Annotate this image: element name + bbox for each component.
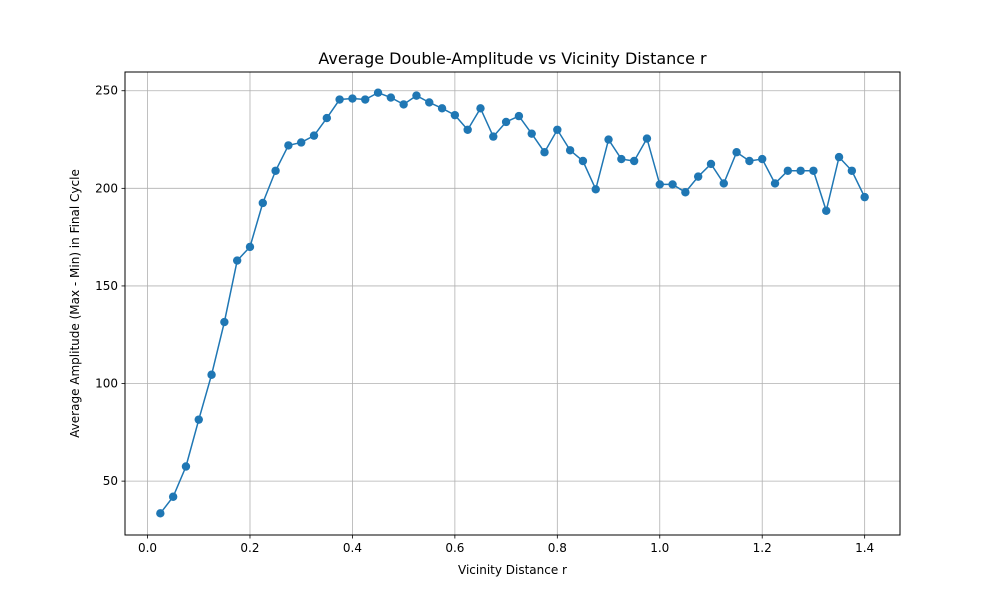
data-point (168, 492, 178, 501)
data-point (553, 125, 562, 134)
data-point (425, 98, 434, 107)
data-point (642, 134, 652, 143)
data-point (207, 370, 216, 379)
data-point (450, 110, 460, 120)
y-tick-label: 200 (95, 181, 118, 195)
data-point (309, 131, 319, 140)
y-tick-label: 250 (95, 84, 118, 98)
chart-title: Average Double-Amplitude vs Vicinity Dis… (318, 49, 707, 68)
data-point (693, 172, 703, 181)
data-point (860, 192, 869, 202)
data-point (361, 95, 370, 104)
data-point (668, 180, 677, 189)
x-tick-label: 0.2 (240, 541, 259, 555)
data-point (732, 148, 741, 157)
data-point (489, 132, 498, 141)
data-point (476, 104, 485, 113)
data-point (514, 111, 524, 121)
x-tick-label: 0.4 (343, 541, 362, 555)
data-point (232, 256, 242, 265)
y-tick-label: 50 (103, 474, 118, 488)
x-tick-label: 1.2 (753, 541, 772, 555)
data-point (834, 152, 844, 162)
data-point (719, 179, 728, 188)
data-point (527, 129, 536, 138)
data-point (629, 156, 639, 166)
data-point (565, 146, 575, 155)
y-tick-label: 100 (95, 377, 118, 391)
data-point (681, 188, 690, 197)
data-point (156, 509, 165, 518)
data-point (297, 138, 306, 147)
data-point (386, 93, 396, 102)
y-axis-label: Average Amplitude (Max - Min) in Final C… (68, 169, 82, 438)
data-point (578, 156, 588, 166)
data-point (399, 100, 408, 109)
x-tick-label: 1.0 (650, 541, 669, 555)
x-tick-label: 0.0 (138, 541, 157, 555)
data-point (194, 415, 203, 424)
x-tick-label: 0.8 (548, 541, 567, 555)
y-tick-label: 150 (95, 279, 118, 293)
data-point (335, 95, 344, 104)
data-point (437, 104, 447, 113)
grid (125, 72, 900, 535)
data-point (591, 185, 600, 194)
data-point (501, 117, 511, 127)
data-point (258, 198, 267, 208)
plot-area-frame (124, 71, 901, 536)
data-point (847, 166, 857, 175)
data-point (783, 166, 793, 175)
data-point (322, 113, 332, 123)
data-point (271, 166, 280, 175)
ticks: 0.0 0.2 0.4 0.6 0.8 1.0 1.2 1.4 50 100 150 200 250 (95, 84, 874, 555)
x-tick-label: 0.6 (445, 541, 464, 555)
data-point (245, 242, 255, 252)
series (156, 88, 869, 518)
data-point (373, 88, 383, 97)
data-point (463, 125, 472, 134)
data-point (796, 166, 805, 175)
data-point (770, 179, 780, 188)
data-point (540, 148, 549, 157)
data-point (822, 206, 831, 215)
data-point (758, 154, 767, 164)
data-point (706, 159, 716, 169)
data-point (617, 154, 626, 164)
data-point (655, 180, 664, 189)
data-point (348, 94, 357, 103)
data-point (181, 462, 191, 471)
data-point (220, 317, 229, 327)
data-point (745, 156, 754, 166)
data-point (412, 91, 421, 100)
data-point (284, 141, 293, 150)
data-point (604, 135, 613, 144)
data-point (809, 166, 818, 175)
x-tick-label: 1.4 (855, 541, 874, 555)
x-axis-label: Vicinity Distance r (458, 563, 567, 577)
